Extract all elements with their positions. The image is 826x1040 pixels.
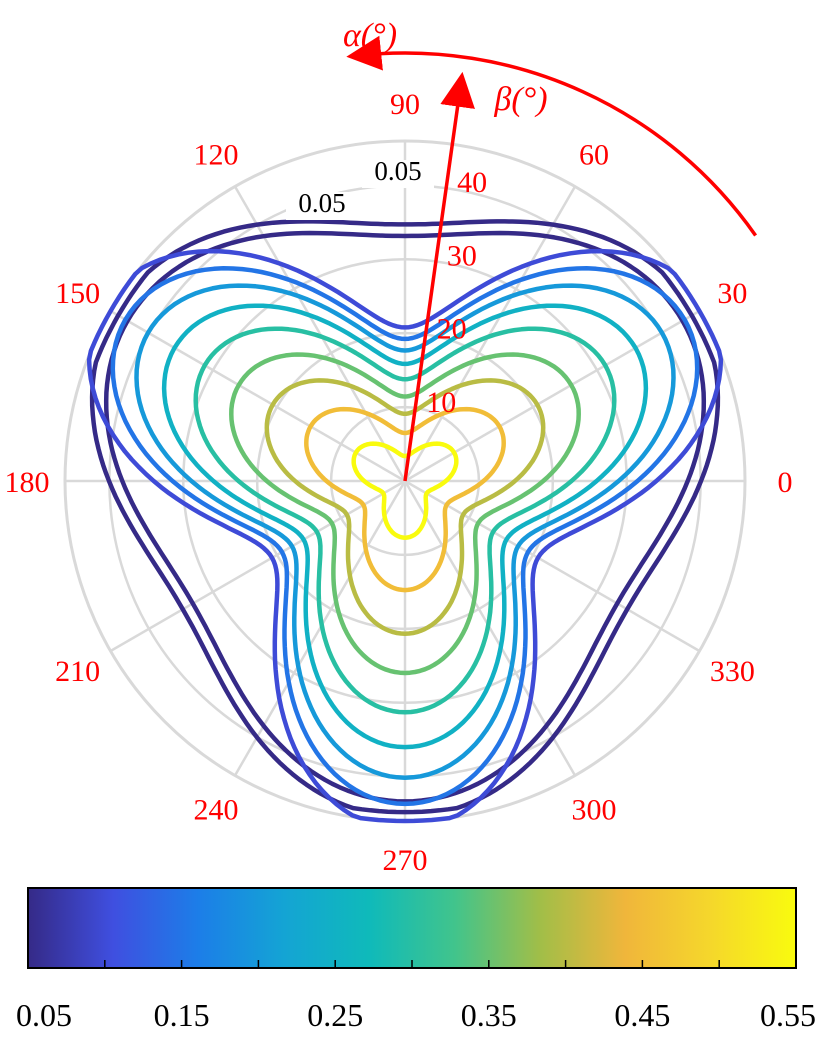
alpha-arrow <box>346 35 758 237</box>
contour-line <box>264 378 546 636</box>
beta-axis-label: β(°) <box>493 81 547 118</box>
grid-spoke <box>233 185 407 482</box>
contour-line <box>351 441 459 540</box>
grid-spoke <box>404 479 701 653</box>
contour-label-bg <box>286 192 358 220</box>
contour-line <box>110 266 700 807</box>
colorbar: 0.05 0.15 0.25 0.35 0.45 0.55 <box>16 887 816 1033</box>
radial-tick-labels: 10 20 30 40 <box>426 166 487 419</box>
contour-line <box>304 406 506 593</box>
grid-spoke <box>109 309 406 483</box>
angle-tick-label: 60 <box>579 139 609 172</box>
angle-tick-label: 30 <box>717 277 747 310</box>
angle-tick-label: 150 <box>55 277 100 310</box>
contour-line <box>193 326 617 715</box>
contour-line <box>161 303 649 750</box>
colorbar-tick-label: 0.05 <box>16 997 72 1033</box>
alpha-axis-label: α(°) <box>343 17 397 54</box>
contour-line <box>86 248 724 824</box>
radial-tick-label: 10 <box>426 386 456 419</box>
angle-tick-labels: 0 30 60 90 120 150 180 210 240 270 300 330 <box>5 88 793 877</box>
colorbar-tick-label: 0.25 <box>307 997 363 1033</box>
contour-label: 0.05 <box>298 188 345 218</box>
angle-tick-label: 90 <box>390 88 420 121</box>
angle-tick-label: 270 <box>383 844 428 877</box>
colorbar-tick-label: 0.15 <box>154 997 210 1033</box>
radial-tick-label: 20 <box>437 313 467 346</box>
grid-spoke <box>109 479 406 653</box>
contour-labels: 0.05 0.05 <box>286 156 434 220</box>
colorbar-tick-label: 0.35 <box>461 997 517 1033</box>
radial-tick-label: 40 <box>457 166 487 199</box>
angle-tick-label: 0 <box>778 466 793 499</box>
contour-label: 0.05 <box>374 156 421 186</box>
colorbar-tick-label: 0.45 <box>614 997 670 1033</box>
radial-tick-label: 30 <box>447 239 477 272</box>
angle-tick-label: 120 <box>194 139 239 172</box>
angle-tick-label: 240 <box>194 793 239 826</box>
contour-line <box>229 352 581 676</box>
axis-annotations: β(°) α(°) <box>343 17 758 482</box>
colorbar-tick-label: 0.55 <box>760 997 816 1033</box>
beta-arrow <box>403 71 475 482</box>
grid-spoke <box>403 185 577 482</box>
angle-tick-label: 330 <box>710 655 755 688</box>
contour-line <box>103 230 707 804</box>
contour-label-bg <box>362 160 434 188</box>
angle-tick-label: 210 <box>55 655 100 688</box>
angle-tick-label: 180 <box>5 466 50 499</box>
contour-line <box>134 283 676 780</box>
contour-lines <box>86 219 724 824</box>
colorbar-gradient <box>27 887 797 969</box>
angle-tick-label: 300 <box>572 793 617 826</box>
contour-line <box>89 219 721 815</box>
